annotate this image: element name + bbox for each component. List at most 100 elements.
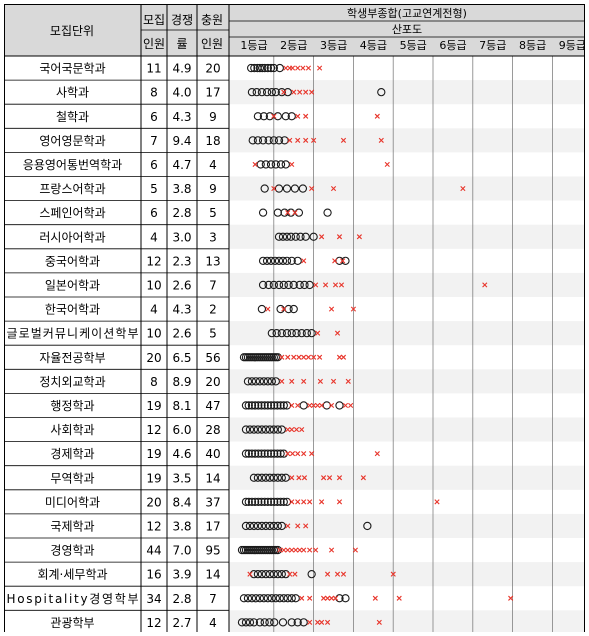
fill-count: 56	[205, 351, 220, 365]
header-comp-1: 경쟁	[171, 13, 193, 27]
applicant-circle	[247, 594, 257, 603]
applicant-circle	[289, 280, 298, 290]
fill-count: 17	[205, 86, 220, 100]
dept-name: 응용영어통번역학과	[23, 158, 122, 172]
competition-rate: 8.4	[172, 495, 191, 509]
grid-lines	[273, 56, 553, 635]
applicant-circle	[249, 618, 259, 627]
applicant-cross	[340, 571, 347, 577]
applicant-circle	[273, 449, 282, 458]
applicant-circle	[275, 594, 284, 603]
applicant-circle	[258, 136, 268, 145]
recruit-count: 11	[146, 62, 161, 76]
applicant-cross	[319, 234, 325, 240]
applicant-cross	[271, 185, 277, 192]
applicant-circle	[247, 449, 257, 458]
applicant-circle	[265, 618, 274, 627]
fill-count: 5	[209, 206, 217, 220]
applicant-circle	[265, 425, 274, 434]
row-stripe	[229, 321, 585, 346]
applicant-cross	[434, 499, 440, 505]
applicant-circle	[241, 521, 251, 531]
applicant-cross	[360, 475, 366, 481]
applicant-cross	[281, 89, 287, 95]
competition-rate: 9.4	[172, 134, 191, 148]
applicant-circle	[309, 232, 318, 241]
applicant-circle	[273, 521, 282, 531]
applicant-circle	[250, 401, 260, 410]
dept-name: 경제학과	[50, 447, 94, 461]
applicant-cross	[332, 282, 339, 288]
applicant-circle	[258, 208, 268, 217]
competition-rate: 3.9	[172, 568, 191, 582]
applicant-circle	[275, 63, 284, 73]
applicant-circle	[322, 401, 331, 410]
applicant-circle	[277, 473, 286, 482]
applicant-circle	[276, 401, 285, 410]
applicant-cross	[508, 595, 514, 601]
applicant-circle	[281, 473, 290, 482]
applicant-circle	[274, 136, 284, 145]
applicant-circle	[269, 280, 278, 290]
applicant-cross	[285, 354, 291, 360]
applicant-cross	[281, 547, 287, 553]
applicant-cross	[374, 451, 380, 457]
applicant-cross	[340, 137, 347, 143]
applicant-circle	[257, 521, 267, 531]
applicant-cross	[336, 234, 343, 240]
tick-label: 7등급	[479, 39, 506, 52]
applicant-circle	[299, 401, 308, 410]
applicant-cross	[289, 499, 295, 505]
tick-label: 6등급	[439, 39, 466, 52]
applicant-cross	[340, 354, 347, 360]
applicant-cross	[303, 113, 309, 119]
applicant-circle	[250, 497, 260, 506]
applicant-circle	[254, 449, 263, 458]
applicant-cross	[336, 354, 343, 360]
applicant-cross	[285, 210, 291, 216]
applicant-cross	[289, 402, 295, 409]
applicant-circle	[301, 232, 310, 241]
tick-label: 8등급	[519, 39, 546, 52]
applicant-circle	[335, 401, 344, 410]
admission-scatter-table: 모집단위 모집 인원 경쟁 률 충원 인원 학생부종합(고교연계전형) 산포도 …	[4, 4, 586, 636]
applicant-cross	[291, 89, 297, 95]
applicant-circle	[266, 63, 276, 73]
recruit-count: 44	[146, 544, 161, 558]
applicant-circle	[258, 63, 267, 73]
applicant-circle	[272, 328, 281, 338]
header-comp-2: 률	[176, 37, 187, 51]
applicant-circle	[273, 570, 282, 579]
applicant-cross	[317, 354, 323, 360]
recruit-count: 6	[150, 110, 158, 124]
applicant-cross	[285, 426, 291, 433]
applicant-circle	[260, 401, 269, 410]
recruit-count: 19	[146, 399, 161, 413]
applicant-circle	[296, 232, 305, 241]
fill-count: 3	[209, 230, 217, 244]
header-right-bg	[229, 4, 585, 56]
applicant-cross	[319, 402, 325, 409]
applicant-cross	[340, 258, 346, 264]
row-stripe	[229, 513, 585, 538]
applicant-circle	[257, 401, 266, 410]
applicant-cross	[287, 137, 293, 143]
competition-rate: 4.6	[172, 447, 191, 461]
applicant-cross	[279, 354, 285, 360]
applicant-circle	[259, 594, 269, 603]
applicant-circle	[258, 256, 268, 265]
applicant-circle	[255, 594, 265, 603]
dept-name: 사학과	[56, 86, 89, 100]
applicant-cross	[289, 378, 295, 384]
applicant-circle	[277, 521, 286, 531]
applicant-circle	[282, 497, 292, 506]
applicant-cross	[350, 306, 357, 312]
applicant-circle	[260, 449, 269, 458]
dept-name: 정치외교학과	[39, 375, 105, 389]
applicant-circle	[277, 88, 286, 97]
applicant-cross	[305, 354, 312, 360]
applicant-circle	[274, 280, 284, 290]
applicant-cross	[295, 523, 301, 529]
applicant-cross	[289, 475, 295, 481]
applicant-cross	[303, 137, 309, 143]
